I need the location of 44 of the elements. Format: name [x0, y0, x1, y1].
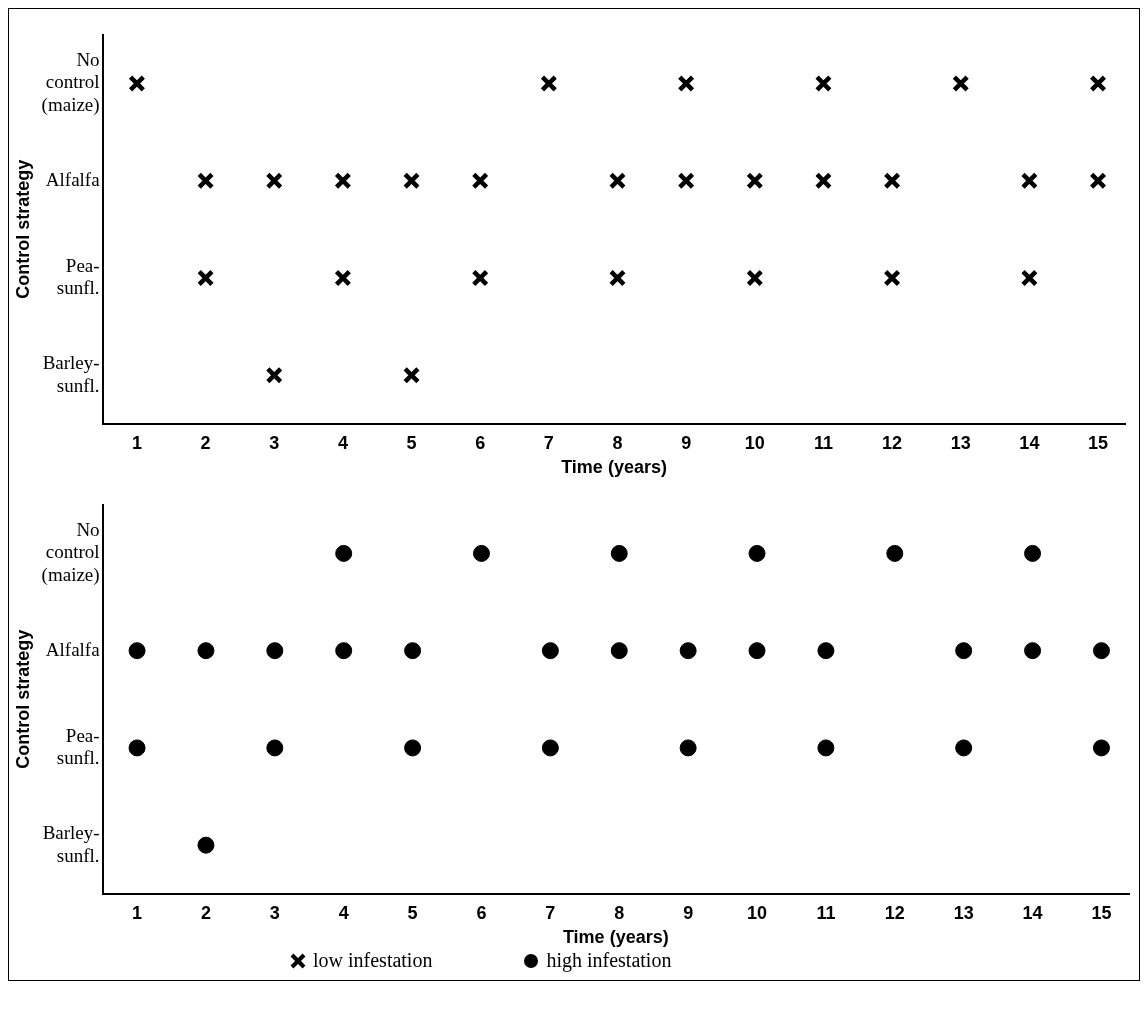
x-tick-label: 3 — [269, 902, 280, 923]
x-tick-label: 9 — [681, 432, 692, 453]
x-tick-label: 10 — [744, 432, 765, 453]
x-tick-label: 1 — [132, 902, 143, 923]
x-tick-label: 2 — [200, 432, 211, 453]
x-tick-label: 12 — [884, 902, 905, 923]
x-tick-label: 14 — [1022, 902, 1043, 923]
x-axis-title: Time (years) — [561, 457, 667, 478]
y-tick-label: Pea-sunfl. — [56, 254, 100, 299]
x-tick-label: 12 — [882, 432, 903, 453]
x-tick-label: 6 — [476, 902, 487, 923]
y-tick-label: Barley-sunfl. — [42, 351, 100, 396]
y-tick-label: No control (maize) — [41, 518, 100, 587]
x-tick-label: 1 — [131, 432, 142, 453]
x-tick-label: 8 — [612, 432, 623, 453]
x-tick-label: 7 — [543, 432, 554, 453]
x-tick-label: 11 — [816, 902, 836, 923]
x-tick-label: 4 — [337, 432, 348, 453]
y-tick-label: Alfalfa — [45, 638, 101, 660]
y-tick-label: Alfalfa — [45, 168, 101, 190]
x-tick-label: 4 — [338, 902, 349, 923]
x-tick-label: 13 — [950, 432, 971, 453]
x-tick-label: 9 — [683, 902, 694, 923]
x-tick-label: 5 — [407, 902, 418, 923]
x-tick-label: 15 — [1091, 902, 1112, 923]
x-tick-label: 3 — [269, 432, 280, 453]
x-tick-label: 6 — [475, 432, 486, 453]
y-axis-title: Control strategy — [12, 159, 33, 299]
y-axis-title: Control strategy — [12, 629, 33, 769]
x-axis-title: Time (years) — [562, 927, 669, 948]
x-tick-label: 10 — [747, 902, 768, 923]
x-tick-label: 14 — [1019, 432, 1040, 453]
x-tick-label: 13 — [953, 902, 974, 923]
y-tick-label: No control (maize) — [41, 48, 100, 117]
x-tick-label: 7 — [545, 902, 556, 923]
legend-label: high infestation — [546, 949, 672, 972]
x-tick-label: 5 — [406, 432, 417, 453]
y-tick-label: Pea-sunfl. — [56, 724, 100, 769]
x-tick-label: 8 — [614, 902, 625, 923]
legend-label: low infestation — [313, 949, 433, 972]
x-tick-label: 11 — [813, 432, 833, 453]
x-tick-label: 2 — [200, 902, 211, 923]
x-tick-label: 15 — [1088, 432, 1109, 453]
y-tick-label: Barley-sunfl. — [42, 821, 100, 866]
